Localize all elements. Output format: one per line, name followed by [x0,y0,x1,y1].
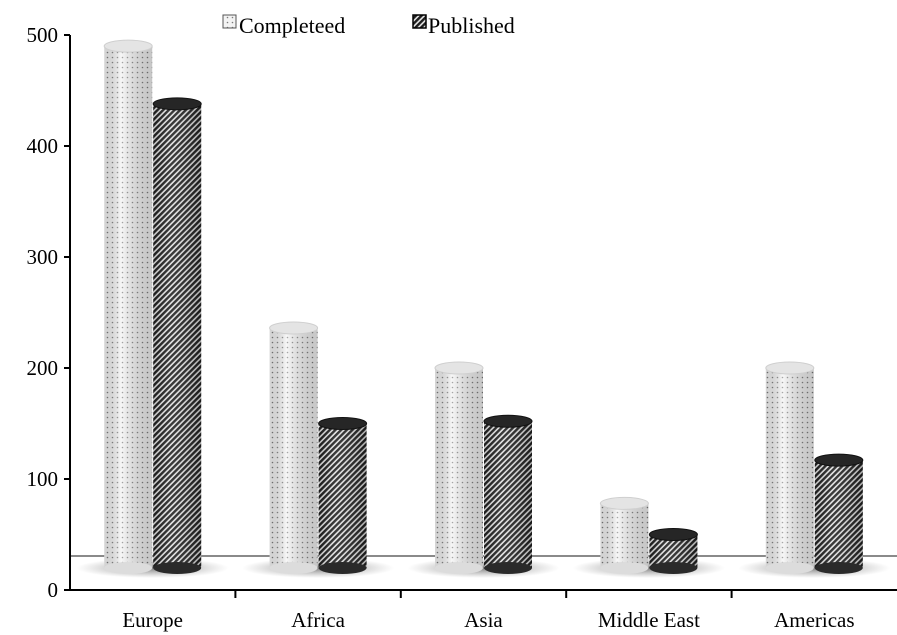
bar-shading [600,503,649,568]
bar-shadow [738,558,891,578]
legend: Completeed Published [222,13,515,38]
bar-base [318,562,367,574]
y-tick-label: 200 [27,356,59,380]
bar-shading [153,103,202,568]
x-tick-label: Europe [122,608,183,632]
bar-shading [318,423,367,568]
bar-base [435,562,483,574]
bar-shading [435,368,483,568]
bar-top [483,414,533,428]
bar-top [318,417,368,430]
y-tick-label: 500 [27,23,59,47]
legend-label-completed: Completeed [239,13,345,38]
y-axis-ticks: 0 100 200 300 400 500 [27,23,70,602]
bar-top [103,39,153,53]
bar-top [434,361,484,375]
bar-published [318,417,368,574]
bar-published [814,453,864,574]
legend-item-completed: Completeed [222,13,345,38]
y-tick-label: 400 [27,134,59,158]
y-tick-label: 100 [27,467,59,491]
bar-shading [765,368,814,568]
bar-base [484,562,532,574]
bar-top [765,361,815,375]
y-tick-label: 0 [48,578,59,602]
legend-swatch-completed [222,14,237,29]
bar-shadow [572,558,725,578]
bar-top [814,453,864,467]
bar-base [153,562,202,574]
bar-shadow [76,558,229,578]
bar-base [814,562,863,574]
bar-published [483,414,533,574]
x-tick-label: Middle East [598,608,700,632]
bar-shading [269,328,318,568]
x-axis-ticks: Europe Africa Asia Middle East Americas [122,590,855,632]
x-tick-label: Africa [291,608,345,632]
bar-top [152,97,202,111]
bar-shading [814,460,863,568]
bar-shadow [407,558,560,578]
bar-shadow [242,558,395,578]
bar-completed [269,321,319,574]
bar-base [269,562,318,574]
bar-top [269,321,319,335]
bar-shading [104,46,153,569]
bar-published [152,97,202,574]
bar-top [599,496,649,510]
bar-shading [484,421,532,568]
legend-item-published: Published [412,13,515,38]
bar-completed [765,361,815,574]
x-tick-label: Asia [464,608,503,632]
bars [103,39,864,574]
bar-completed [103,39,153,574]
legend-label-published: Published [428,13,515,38]
bar-completed [599,496,649,574]
bar-completed [434,361,484,574]
bar-base [104,562,153,574]
bar-base [600,562,649,574]
legend-swatch-published [412,14,427,29]
x-tick-label: Americas [774,608,854,632]
bar-base [765,562,814,574]
y-tick-label: 300 [27,245,59,269]
bar-published [648,528,698,574]
bar-base [649,562,698,574]
bar-top [648,528,698,541]
